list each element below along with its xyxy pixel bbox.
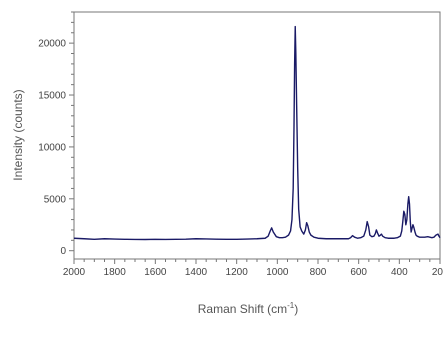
x-tick-label: 600 xyxy=(350,267,367,278)
series-line xyxy=(73,25,441,241)
y-tick-label: 0 xyxy=(60,246,66,257)
x-axis-title: Raman Shift (cm-1) xyxy=(198,301,298,316)
y-tick-label: 20000 xyxy=(38,39,66,50)
y-axis-title: Intensity (counts) xyxy=(11,89,25,180)
x-tick-label: 20 xyxy=(432,267,444,278)
x-tick-label: 1200 xyxy=(226,267,249,278)
y-tick-label: 10000 xyxy=(38,142,66,153)
plot-frame xyxy=(73,11,441,260)
y-tick-label: 15000 xyxy=(38,91,66,102)
y-tick-label: 5000 xyxy=(44,194,67,205)
x-tick-label: 400 xyxy=(391,267,408,278)
x-tick-label: 800 xyxy=(310,267,327,278)
x-tick-label: 1800 xyxy=(104,267,127,278)
x-tick-label: 1000 xyxy=(266,267,289,278)
x-axis-ticks: 2000 1800 1600 1400 1200 1000 800 600 400 20 xyxy=(63,259,444,278)
y-axis-ticks: 0 5000 10000 15000 20000 xyxy=(38,11,74,257)
x-tick-label: 2000 xyxy=(63,267,86,278)
x-tick-label: 1400 xyxy=(185,267,208,278)
x-tick-label: 1600 xyxy=(144,267,167,278)
